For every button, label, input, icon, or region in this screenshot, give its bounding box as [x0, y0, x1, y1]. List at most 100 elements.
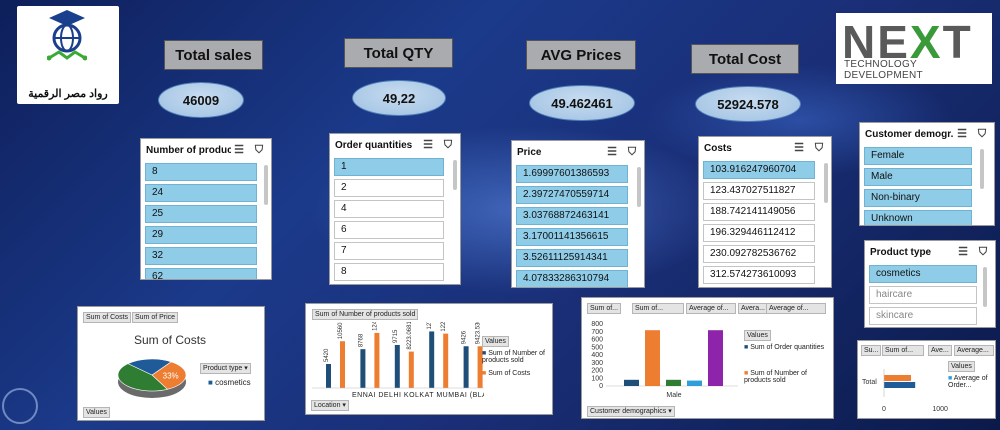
- field-button[interactable]: Sum of...: [587, 303, 622, 314]
- legend-label: Average of Order...: [948, 375, 988, 389]
- legend-label: Sum of Costs: [488, 370, 531, 377]
- slicer-scrollbar[interactable]: [824, 163, 828, 203]
- slicer-item[interactable]: Male: [864, 168, 972, 186]
- clear-filter-icon[interactable]: ⛉: [443, 139, 453, 151]
- slicer-scrollbar[interactable]: [637, 167, 641, 207]
- clear-filter-icon[interactable]: ⛉: [627, 146, 637, 158]
- slicer-item[interactable]: Non-binary: [864, 189, 972, 207]
- slicer-item[interactable]: cosmetics: [869, 265, 977, 283]
- kpi-total-cost-title: Total Cost: [691, 44, 799, 74]
- bar: [360, 349, 366, 388]
- slicer-item[interactable]: 103.916247960704: [703, 161, 815, 179]
- legend-entry: ■ Average of Order...: [948, 375, 988, 389]
- slicer-item[interactable]: 123.437027511827: [703, 182, 815, 200]
- field-button[interactable]: Sum of Price: [132, 312, 179, 323]
- values-button[interactable]: Values: [744, 330, 771, 341]
- legend-entry: ■ Sum of Order quantities: [744, 344, 825, 351]
- multi-select-icon[interactable]: ☰: [794, 142, 804, 154]
- multi-select-icon[interactable]: ☰: [958, 246, 968, 258]
- field-button[interactable]: Ave...: [928, 345, 952, 356]
- slicer-item[interactable]: 4.07833286310794: [516, 270, 628, 287]
- bar: [884, 382, 916, 388]
- slicer-item[interactable]: Unknown: [864, 210, 972, 225]
- legend-label: cosmetics: [215, 378, 251, 387]
- slicer-item[interactable]: 2.39727470559714: [516, 186, 628, 204]
- clear-filter-icon[interactable]: ⛉: [977, 128, 987, 140]
- axis-label: Customer demographics: [590, 408, 667, 415]
- bar-chart-total: Su... Sum of... Ave... Average... Total 0…: [857, 340, 996, 419]
- kpi-total-qty-title: Total QTY: [344, 38, 453, 68]
- slicer-title: Number of produc...: [146, 144, 231, 156]
- field-button[interactable]: Sum of...: [882, 345, 924, 356]
- values-button[interactable]: Values: [948, 361, 975, 372]
- next-technology-logo: NEXT TECHNOLOGY DEVELOPMENT: [836, 13, 992, 84]
- slicer-item[interactable]: 6: [334, 221, 444, 239]
- slicer-item[interactable]: 1.69997601386593: [516, 165, 628, 183]
- clear-filter-icon[interactable]: ⛉: [254, 144, 264, 156]
- logo-subtitle: TECHNOLOGY DEVELOPMENT: [844, 59, 923, 81]
- customer-demographics-axis-button[interactable]: Customer demographics ▾: [587, 406, 675, 417]
- x-tick-label: Male: [666, 392, 681, 399]
- slicer-item[interactable]: 8: [145, 163, 257, 181]
- x-tick-label: 100000: [932, 406, 948, 413]
- slicer-item[interactable]: 2: [334, 179, 444, 197]
- multi-select-icon[interactable]: ☰: [423, 139, 433, 151]
- slicer-item[interactable]: 196.329446112412: [703, 224, 815, 242]
- field-button[interactable]: Average of...: [766, 303, 826, 314]
- slicer-item[interactable]: 1: [334, 158, 444, 176]
- slicer-scrollbar[interactable]: [453, 160, 457, 190]
- values-button[interactable]: Values: [482, 336, 509, 347]
- slicer-item[interactable]: 7: [334, 242, 444, 260]
- bar: [645, 330, 660, 386]
- slicer-item[interactable]: 4: [334, 200, 444, 218]
- slicer-item[interactable]: 3.03768872463141: [516, 207, 628, 225]
- bar: [443, 333, 449, 388]
- slicer-item[interactable]: 188.742141149056: [703, 203, 815, 221]
- watermark-icon: [2, 388, 38, 424]
- clear-filter-icon[interactable]: ⛉: [814, 142, 824, 154]
- location-axis-button[interactable]: Location ▾: [311, 400, 349, 411]
- slicer-item[interactable]: 230.092782536762: [703, 245, 815, 263]
- x-tick-label: 0: [882, 406, 886, 413]
- slicer-item[interactable]: 29: [145, 226, 257, 244]
- category-label: Total: [862, 379, 877, 386]
- multi-select-icon[interactable]: ☰: [607, 146, 617, 158]
- kpi-avg-prices-title: AVG Prices: [526, 40, 636, 70]
- slicer-item[interactable]: 3.52611125914341: [516, 249, 628, 267]
- y-tick-label: 800: [591, 321, 603, 328]
- bar: [666, 379, 681, 386]
- slicer-scrollbar[interactable]: [264, 165, 268, 205]
- slicer-title: Customer demogr...: [865, 128, 954, 140]
- slicer-item[interactable]: skincare: [869, 307, 977, 325]
- filter-product-type-button[interactable]: Product type ▾: [200, 363, 251, 374]
- clear-filter-icon[interactable]: ⛉: [978, 246, 988, 258]
- field-button[interactable]: Sum of Costs: [83, 312, 132, 323]
- field-button[interactable]: Average...: [954, 345, 994, 356]
- field-button[interactable]: Sum of...: [632, 303, 684, 314]
- slicer-item[interactable]: 62: [145, 268, 257, 279]
- slicer-scrollbar[interactable]: [980, 149, 984, 189]
- legend-entry: ■ Sum of Costs: [482, 370, 531, 377]
- slicer-item[interactable]: haircare: [869, 286, 977, 304]
- field-button[interactable]: Sum of Number of products sold: [312, 309, 419, 320]
- field-button[interactable]: Su...: [861, 345, 882, 356]
- multi-select-icon[interactable]: ☰: [234, 144, 244, 156]
- slicer-item[interactable]: 312.574273610093: [703, 266, 815, 284]
- bar: [477, 346, 483, 388]
- bar: [624, 379, 639, 386]
- field-button[interactable]: Avera...: [738, 303, 768, 314]
- slicer-item[interactable]: 3.17001141356615: [516, 228, 628, 246]
- slicer-scrollbar[interactable]: [983, 267, 987, 307]
- slicer-item[interactable]: 24: [145, 184, 257, 202]
- slicer-item[interactable]: 8: [334, 263, 444, 281]
- values-button[interactable]: Values: [83, 407, 110, 418]
- slicer-item[interactable]: 25: [145, 205, 257, 223]
- field-button[interactable]: Average of...: [686, 303, 736, 314]
- digital-egypt-pioneers-logo: رواد مصر الرقمية: [17, 6, 119, 104]
- bar-data-label: 5420: [324, 348, 330, 362]
- multi-select-icon[interactable]: ☰: [957, 128, 967, 140]
- slicer-item[interactable]: Female: [864, 147, 972, 165]
- filter-label: Product type: [203, 365, 243, 372]
- slicer-item[interactable]: 32: [145, 247, 257, 265]
